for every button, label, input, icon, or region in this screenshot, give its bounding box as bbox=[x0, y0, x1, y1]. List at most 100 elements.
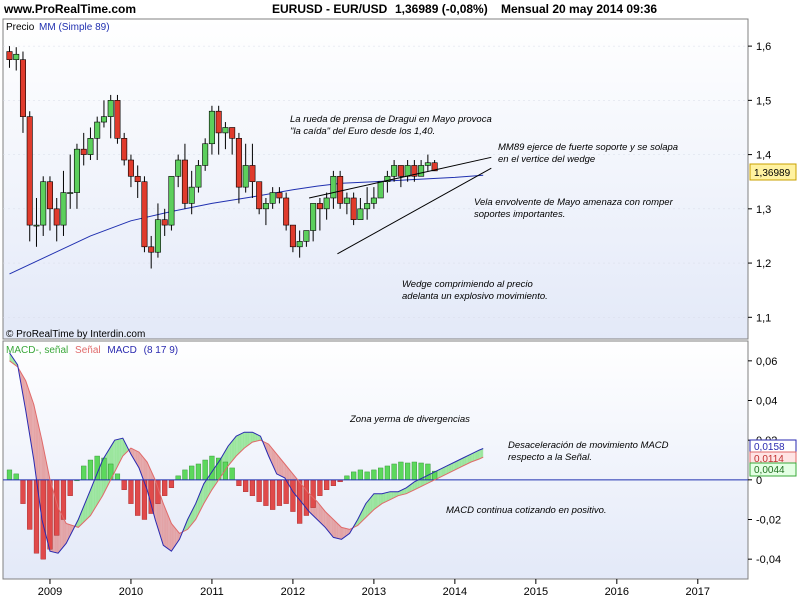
candle-body bbox=[40, 181, 47, 226]
macd-fill-strip bbox=[479, 449, 481, 460]
macd-fill-strip bbox=[200, 487, 203, 510]
macd-fill-strip bbox=[229, 442, 232, 464]
macd-fill-strip bbox=[27, 385, 29, 431]
macd-tick-label: 0,04 bbox=[756, 396, 777, 408]
histogram-bar bbox=[310, 479, 316, 508]
candle-body bbox=[46, 181, 53, 210]
candle-body bbox=[357, 208, 364, 220]
macd-fill-strip bbox=[106, 450, 109, 488]
macd-fill-strip bbox=[401, 489, 404, 495]
macd-fill-strip bbox=[202, 483, 204, 507]
candle-body bbox=[6, 51, 13, 60]
macd-fill-strip bbox=[333, 519, 336, 538]
histogram-bar bbox=[411, 461, 417, 481]
candle-body bbox=[73, 148, 80, 193]
macd-fill-strip bbox=[117, 438, 120, 466]
macd-fill-strip bbox=[232, 438, 235, 460]
macd-fill-strip bbox=[381, 493, 384, 504]
x-tick-label: 2011 bbox=[200, 586, 224, 598]
annotation-vela-line2: soportes importantes. bbox=[474, 209, 565, 220]
macd-fill-strip bbox=[114, 439, 117, 472]
copyright-text: © ProRealTime by Interdin.com bbox=[6, 329, 145, 340]
macd-fill-strip bbox=[309, 493, 311, 514]
macd-fill-strip bbox=[475, 450, 478, 461]
macd-tick-label: -0,02 bbox=[756, 515, 781, 527]
macd-fill-strip bbox=[255, 433, 258, 442]
candle-body bbox=[168, 175, 175, 226]
macd-panel bbox=[2, 340, 749, 580]
price-tick-label: 1,6 bbox=[756, 41, 771, 53]
macd-fill-strip bbox=[456, 460, 459, 470]
candle-body bbox=[296, 241, 303, 248]
macd-fill-strip bbox=[343, 527, 345, 539]
histogram-bar bbox=[290, 479, 296, 512]
annotation-wedge-line1: Wedge comprimiendo al precio bbox=[402, 279, 533, 290]
histogram-bar bbox=[236, 479, 242, 486]
price-tick-label: 1,2 bbox=[756, 258, 771, 270]
current-price-change: 1,36989 (-0,08%) bbox=[395, 2, 488, 16]
candle-body bbox=[249, 165, 256, 183]
macd-fill-strip bbox=[242, 432, 245, 450]
macd-fill-strip bbox=[364, 503, 366, 520]
histogram-bar bbox=[182, 469, 188, 481]
candle-body bbox=[303, 230, 310, 242]
candle-body bbox=[100, 116, 107, 123]
histogram-bar bbox=[135, 479, 141, 516]
macd-fill-strip bbox=[241, 433, 243, 452]
price-gridlines bbox=[3, 45, 748, 318]
candle-body bbox=[397, 165, 404, 177]
histogram-value-badge bbox=[749, 462, 797, 477]
legend-macd: MACD bbox=[107, 345, 136, 356]
macd-fill-strip bbox=[414, 481, 416, 490]
macd-tick-label: 0,06 bbox=[756, 356, 777, 368]
macd-fill-strip bbox=[283, 461, 285, 478]
macd-fill-strip bbox=[454, 461, 457, 470]
macd-fill-strip bbox=[147, 461, 149, 496]
macd-fill-strip bbox=[279, 458, 282, 477]
candle-body bbox=[33, 224, 40, 227]
macd-fill-strip bbox=[437, 469, 439, 479]
macd-fill-strip bbox=[398, 490, 400, 496]
macd-fill-strip bbox=[390, 491, 392, 500]
macd-fill-strip bbox=[231, 440, 233, 462]
macd-fill-strip bbox=[281, 460, 284, 478]
macd-fill-strip bbox=[412, 481, 415, 491]
macd-fill-strip bbox=[270, 446, 272, 464]
histogram-bar bbox=[330, 479, 336, 486]
legend-signal: Señal bbox=[75, 345, 101, 356]
macd-fill-strip bbox=[239, 433, 242, 453]
macd-fill-strip bbox=[95, 473, 97, 508]
macd-fill-strip bbox=[250, 432, 253, 444]
x-tick-label: 2010 bbox=[119, 586, 143, 598]
macd-fill-strip bbox=[409, 484, 412, 493]
legend-moving-average: MM (Simple 89) bbox=[39, 22, 110, 33]
legend-params: (8 17 9) bbox=[144, 345, 178, 356]
candle-body bbox=[188, 186, 195, 204]
macd-fill-strip bbox=[176, 529, 178, 545]
macd-fill-strip bbox=[386, 492, 389, 502]
symbol-name: EURUSD - EUR/USD bbox=[272, 2, 388, 16]
macd-fill-strip bbox=[315, 500, 318, 520]
macd-fill-strip bbox=[419, 478, 421, 488]
x-tick-label: 2012 bbox=[281, 586, 305, 598]
macd-fill-strip bbox=[90, 485, 93, 516]
macd-fill-strip bbox=[365, 501, 368, 518]
macd-fill-strip bbox=[59, 510, 62, 552]
candle-body bbox=[269, 192, 276, 204]
wedge-trendline bbox=[308, 156, 492, 199]
histogram-bar bbox=[189, 465, 195, 481]
macd-fill-strip bbox=[385, 492, 387, 503]
annotation-vela-line1: Vela envolvente de Mayo amenaza con romp… bbox=[474, 197, 674, 208]
macd-fill-strip bbox=[331, 517, 334, 538]
candle-body bbox=[215, 110, 222, 134]
macd-fill-strip bbox=[140, 454, 143, 477]
macd-fill-strip bbox=[87, 493, 89, 519]
macd-fill-strip bbox=[93, 477, 96, 511]
price-y-axis: 1,6 1,5 1,4 1,3 1,2 1,1 bbox=[748, 41, 771, 324]
macd-fill-strip bbox=[37, 418, 39, 496]
histogram-bar bbox=[378, 467, 384, 481]
candle-body bbox=[141, 181, 148, 248]
candle-body bbox=[175, 159, 182, 177]
macd-fill-strip bbox=[30, 394, 33, 451]
site-name[interactable]: www.ProRealTime.com bbox=[4, 2, 137, 16]
